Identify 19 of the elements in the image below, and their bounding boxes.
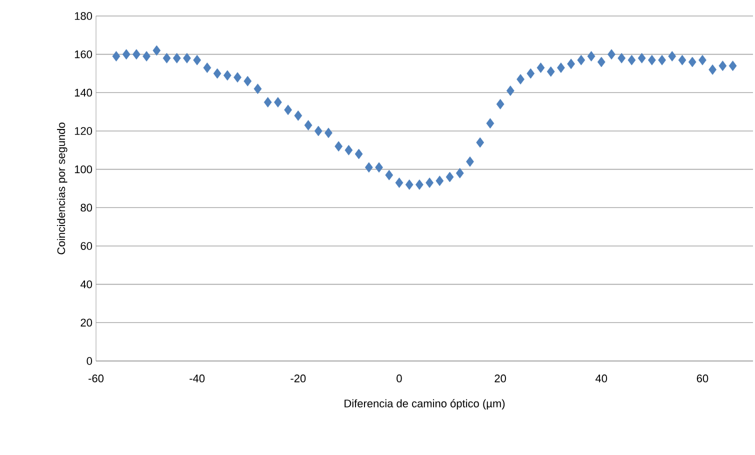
y-tick-label: 100 [74, 165, 92, 174]
y-tick-label: 80 [80, 204, 92, 212]
x-tick-label: -60 [88, 374, 104, 382]
x-tick-label: -20 [290, 374, 306, 382]
x-tick-label: -40 [190, 374, 205, 382]
y-tick-label: 0 [86, 357, 92, 365]
y-tick-label: 180 [74, 12, 92, 20]
x-axis-title: Diferencia de camino óptico (µm) [344, 399, 505, 410]
y-axis-title: Coincidencias por segundo [57, 122, 68, 254]
y-tick-label: 40 [80, 280, 92, 288]
x-tick-label: 60 [696, 374, 708, 382]
y-tick-label: 60 [80, 242, 92, 250]
y-tick-label: 20 [80, 318, 92, 327]
x-tick-label: 0 [396, 374, 402, 382]
y-tick-label: 120 [74, 127, 92, 135]
x-tick-label: 40 [596, 374, 608, 382]
y-tick-label: 160 [74, 50, 92, 58]
y-tick-label: 140 [74, 88, 92, 97]
x-tick-label: 20 [494, 374, 506, 382]
